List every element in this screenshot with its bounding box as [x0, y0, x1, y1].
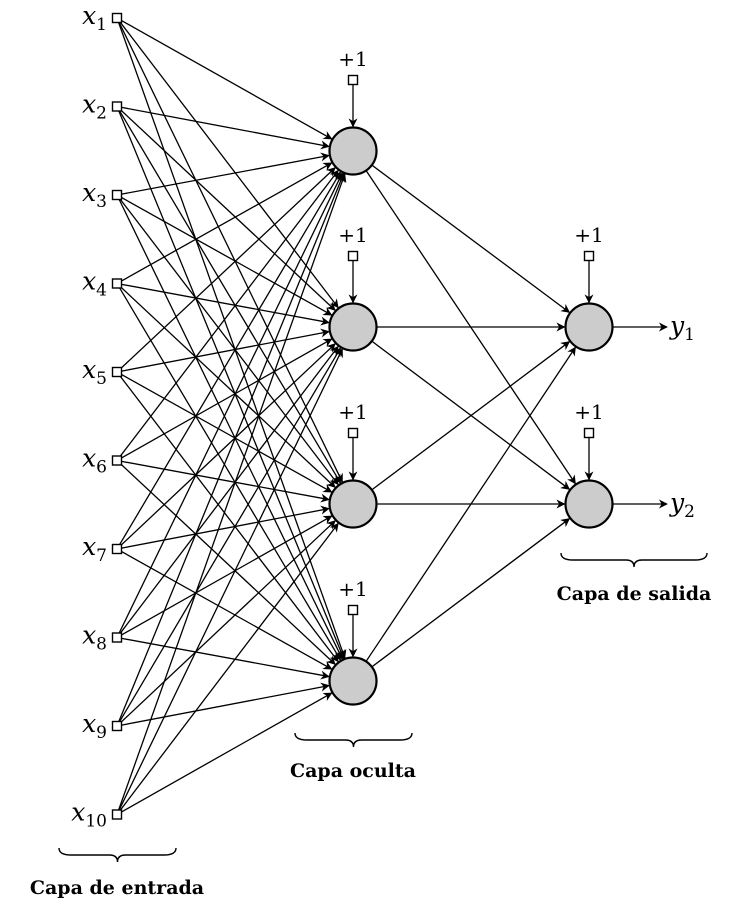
- output-1-bias-label: +1: [574, 223, 603, 247]
- input-label-9: x9: [82, 709, 107, 743]
- edge-x5-h3: [120, 373, 333, 493]
- input-label-10: x10: [71, 798, 107, 832]
- output-layer-caption: Capa de salida: [557, 583, 712, 605]
- edge-x10-h3: [118, 522, 339, 812]
- output-layer-brace: [560, 552, 708, 568]
- edge-x3-h2: [120, 196, 333, 316]
- hidden-2-bias-port: [347, 250, 359, 262]
- input-layer-caption: Capa de entrada: [30, 877, 204, 899]
- edge-x3-h4: [118, 198, 343, 660]
- input-port-9: [111, 720, 123, 732]
- edge-x7-h3: [120, 505, 330, 549]
- edge-x2-h3: [118, 109, 342, 484]
- edge-x5-h4: [118, 374, 339, 663]
- labels: +1 +1 +1 +1 +1 +1 x1 x2 x3 x4 x5 x6 x7 x8 x9 x10 y1 y2 Cap…: [30, 1, 711, 899]
- edge-h4-y1: [365, 346, 576, 662]
- hidden-3-bias-label: +1: [338, 400, 367, 424]
- edge-h1-y1: [371, 164, 571, 313]
- edge-x1-h4: [117, 21, 347, 659]
- edge-x6-h4: [119, 462, 336, 665]
- hidden-4-bias-port: [347, 604, 359, 616]
- edge-h3-y1: [371, 341, 571, 491]
- input-port-8: [111, 632, 123, 643]
- edge-x1-h3: [118, 21, 343, 483]
- input-label-1: x1: [82, 1, 107, 35]
- output-label-1: y1: [669, 311, 695, 345]
- edge-x9-h1: [117, 172, 345, 723]
- input-port-10: [111, 809, 123, 820]
- input-label-7: x7: [82, 532, 107, 566]
- input-label-3: x3: [82, 178, 107, 212]
- input-port-7: [111, 543, 123, 555]
- edge-x2-h4: [117, 109, 345, 660]
- output-neuron-2: [564, 479, 614, 529]
- connections: [117, 19, 668, 814]
- edge-x10-h1: [117, 173, 347, 811]
- neurons: [111, 12, 614, 820]
- edge-x4-h1: [120, 162, 333, 283]
- output-2-bias-port: [583, 427, 595, 439]
- input-port-3: [111, 189, 123, 201]
- edge-x7-h1: [118, 171, 342, 546]
- hidden-neuron-1: [328, 126, 378, 176]
- hidden-4-bias-label: +1: [338, 577, 367, 601]
- edge-x7-h4: [120, 550, 333, 670]
- input-port-4: [111, 278, 123, 289]
- edge-x8-h1: [118, 172, 343, 635]
- edge-x1-h2: [118, 20, 339, 309]
- edge-x8-h2: [118, 345, 339, 635]
- input-label-8: x8: [82, 621, 107, 655]
- edge-x3-h3: [118, 197, 339, 486]
- hidden-2-bias-label: +1: [338, 223, 367, 247]
- input-layer-brace: [58, 847, 177, 863]
- hidden-layer-caption: Capa oculta: [290, 760, 416, 782]
- edge-x8-h4: [120, 637, 330, 680]
- edge-x9-h3: [119, 520, 336, 724]
- input-port-6: [111, 455, 123, 466]
- output-label-2: y2: [669, 488, 695, 522]
- input-port-5: [111, 366, 123, 378]
- edge-x4-h4: [118, 286, 342, 661]
- edge-x7-h2: [119, 343, 336, 547]
- edge-x9-h4: [120, 682, 330, 726]
- edge-x3-h1: [120, 152, 330, 195]
- hidden-1-bias-label: +1: [338, 47, 367, 71]
- output-1-bias-port: [583, 250, 595, 262]
- hidden-neuron-3: [328, 479, 378, 529]
- input-label-5: x5: [82, 355, 107, 389]
- edge-x6-h2: [120, 338, 333, 460]
- hidden-1-bias-port: [347, 74, 359, 86]
- output-neuron-1: [564, 302, 614, 352]
- edge-x5-h2: [120, 328, 330, 372]
- edge-x2-h1: [120, 106, 330, 150]
- edge-x10-h4: [120, 692, 333, 814]
- output-2-bias-label: +1: [574, 400, 603, 424]
- hidden-neuron-2: [328, 302, 378, 352]
- edge-x8-h3: [120, 515, 333, 637]
- hidden-neuron-4: [328, 656, 378, 706]
- input-label-6: x6: [82, 444, 107, 478]
- edge-x6-h1: [118, 169, 339, 458]
- input-label-4: x4: [82, 267, 107, 301]
- edge-x4-h3: [119, 285, 336, 488]
- input-label-2: x2: [82, 90, 107, 124]
- input-port-2: [111, 101, 123, 112]
- edge-x6-h3: [120, 460, 330, 503]
- input-port-1: [111, 12, 123, 24]
- edge-x9-h2: [118, 347, 342, 723]
- edge-x5-h1: [119, 167, 336, 370]
- edge-x10-h2: [118, 348, 343, 812]
- edge-x1-h1: [120, 19, 333, 140]
- hidden-layer-brace: [294, 732, 413, 748]
- hidden-3-bias-port: [347, 427, 359, 439]
- edge-x2-h2: [119, 108, 336, 311]
- edge-h4-y2: [371, 518, 571, 668]
